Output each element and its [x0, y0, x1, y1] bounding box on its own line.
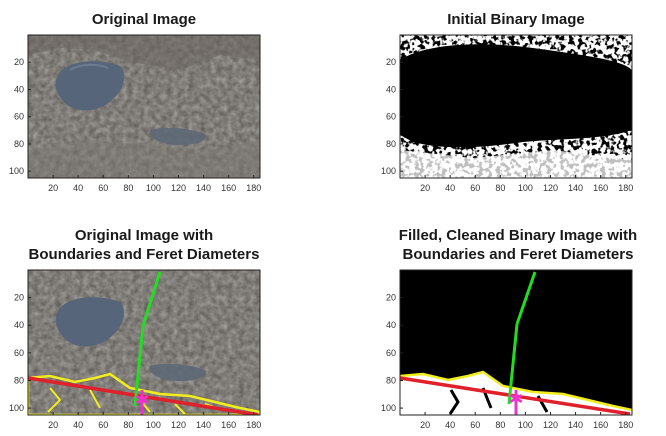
y-tick-labels: 20 40 60 80 100 — [381, 57, 403, 176]
x-tick-label: 20 — [420, 420, 430, 430]
panel-title: Original Image with Boundaries and Feret… — [28, 226, 260, 264]
y-tick-label: 20 — [386, 293, 396, 303]
x-tick-label: 140 — [196, 420, 211, 430]
x-tick-label: 180 — [246, 183, 261, 193]
axes-cleaned-binary-with-boundaries: ✱ 20 40 60 80 100 120 140 160 180 20 40 60 80 100 — [381, 269, 633, 430]
x-tick-label: 40 — [73, 420, 83, 430]
x-tick-label: 20 — [420, 183, 430, 193]
x-tick-labels: 20 40 60 80 100 120 140 160 180 — [420, 175, 633, 193]
x-tick-label: 100 — [146, 420, 161, 430]
x-tick-label: 120 — [171, 183, 186, 193]
x-tick-label: 160 — [593, 183, 608, 193]
centroid-marker: ✱ — [134, 390, 149, 410]
original-photo — [28, 35, 260, 178]
y-tick-label: 60 — [14, 112, 24, 122]
axes-frame — [27, 34, 261, 179]
x-tick-label: 160 — [221, 183, 236, 193]
x-tick-label: 180 — [618, 183, 633, 193]
centroid-marker: ✱ — [508, 389, 523, 409]
axes-original-image: 20 40 60 80 100 120 140 160 180 20 40 60 80 100 — [9, 34, 261, 193]
panel-title: Original Image — [28, 10, 260, 29]
x-tick-label: 20 — [48, 420, 58, 430]
panel-title-line: Original Image — [91, 11, 197, 28]
x-tick-label: 80 — [495, 183, 505, 193]
panel-original-image: Original Image 20 40 60 80 100 120 140 160 180 2… — [0, 0, 333, 218]
x-tick-label: 60 — [98, 420, 108, 430]
x-tick-label: 20 — [48, 183, 58, 193]
panel-title-line: Filled, Cleaned Binary Image with — [398, 227, 638, 244]
x-tick-label: 60 — [470, 183, 480, 193]
x-tick-label: 100 — [518, 183, 533, 193]
x-tick-label: 80 — [123, 183, 133, 193]
panel-title-line: Original Image with — [74, 227, 214, 244]
x-tick-label: 120 — [171, 420, 186, 430]
panel-cleaned-binary-with-boundaries: Filled, Cleaned Binary Image with Bounda… — [333, 218, 666, 436]
x-tick-labels: 20 40 60 80 100 120 140 160 180 — [48, 175, 261, 193]
axes-frame — [399, 269, 633, 416]
axes-initial-binary-image: 20 40 60 80 100 120 140 160 180 20 40 60 80 100 — [381, 34, 633, 193]
y-tick-label: 100 — [9, 403, 24, 413]
x-tick-label: 80 — [123, 420, 133, 430]
y-tick-label: 40 — [14, 320, 24, 330]
x-tick-label: 160 — [593, 420, 608, 430]
y-tick-label: 20 — [386, 57, 396, 67]
panel-original-with-boundaries: Original Image with Boundaries and Feret… — [0, 218, 333, 436]
panel-title: Filled, Cleaned Binary Image with Bounda… — [373, 226, 663, 264]
y-tick-label: 20 — [14, 293, 24, 303]
y-tick-label: 100 — [381, 403, 396, 413]
y-tick-label: 20 — [14, 57, 24, 67]
x-tick-label: 100 — [146, 183, 161, 193]
x-tick-label: 140 — [568, 420, 583, 430]
x-tick-label: 40 — [73, 183, 83, 193]
panel-title-line: Boundaries and Feret Diameters — [402, 246, 634, 263]
min-feret-line — [141, 271, 162, 327]
y-tick-label: 40 — [386, 84, 396, 94]
x-tick-label: 80 — [495, 420, 505, 430]
y-tick-label: 100 — [9, 166, 24, 176]
y-tick-label: 80 — [14, 375, 24, 385]
axes-frame — [27, 269, 261, 416]
y-tick-label: 60 — [386, 348, 396, 358]
y-tick-label: 40 — [14, 84, 24, 94]
puddle-region — [55, 61, 125, 111]
x-tick-label: 40 — [445, 420, 455, 430]
y-tick-label: 60 — [386, 112, 396, 122]
panel-title-line: Initial Binary Image — [447, 11, 585, 28]
y-tick-labels: 20 40 60 80 100 — [9, 57, 31, 176]
x-tick-label: 120 — [543, 183, 558, 193]
x-tick-label: 60 — [98, 183, 108, 193]
y-tick-label: 80 — [386, 375, 396, 385]
y-tick-label: 80 — [386, 139, 396, 149]
cleaned-binary-image: ✱ — [400, 270, 632, 415]
boundary-outline — [28, 372, 260, 415]
y-tick-labels: 20 40 60 80 100 — [381, 293, 403, 413]
y-tick-labels: 20 40 60 80 100 — [9, 293, 31, 413]
panel-title-line: Boundaries and Feret Diameters — [28, 246, 260, 263]
axes-frame — [399, 34, 633, 179]
x-tick-label: 160 — [221, 420, 236, 430]
original-photo: ✱ — [28, 270, 260, 415]
x-tick-label: 140 — [196, 183, 211, 193]
y-tick-label: 80 — [14, 139, 24, 149]
y-tick-label: 100 — [381, 166, 396, 176]
min-feret-line — [515, 271, 537, 325]
x-tick-label: 180 — [618, 420, 633, 430]
x-tick-labels: 20 40 60 80 100 120 140 160 180 — [420, 412, 633, 430]
y-tick-label: 60 — [14, 348, 24, 358]
axes-original-with-boundaries: ✱ 20 40 60 80 100 120 140 160 180 20 40 60 80 100 — [9, 269, 261, 430]
x-tick-label: 40 — [445, 183, 455, 193]
boundary-outline — [400, 370, 632, 412]
y-tick-label: 40 — [386, 320, 396, 330]
panel-title: Initial Binary Image — [400, 10, 632, 29]
x-tick-label: 180 — [246, 420, 261, 430]
x-tick-label: 100 — [518, 420, 533, 430]
x-tick-label: 140 — [568, 183, 583, 193]
panel-initial-binary-image: Initial Binary Image 20 40 60 80 100 120 140 16… — [333, 0, 666, 218]
x-tick-label: 60 — [470, 420, 480, 430]
x-tick-labels: 20 40 60 80 100 120 140 160 180 — [48, 412, 261, 430]
binary-image — [400, 35, 632, 178]
x-tick-label: 120 — [543, 420, 558, 430]
